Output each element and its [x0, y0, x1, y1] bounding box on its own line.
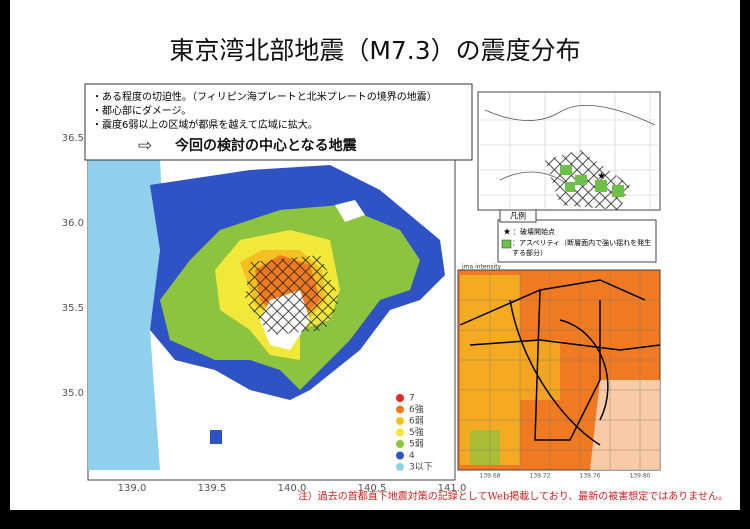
lat-label: 36.5 — [62, 133, 84, 144]
zoom-header: jma intensity — [461, 264, 502, 271]
bullet: ・震度6弱以上の区域が都県を越えて広域に拡大。 — [92, 118, 318, 131]
lat-label: 36.0 — [62, 218, 84, 229]
main-map: 36.5 36.0 35.5 35.0 139.0 139.5 140.0 140.5 141.… — [62, 133, 467, 494]
summary-box — [84, 83, 473, 161]
inset-legend-item: ：アスペリティ（断層面内で強い揺れを発生する部分） — [512, 239, 652, 257]
inset-legend — [497, 219, 657, 263]
lon-label: 141.0 — [438, 483, 467, 494]
zoom-lon-label: 139.68 — [480, 473, 501, 480]
bullet: ・ある程度の切迫性。（フィリピン海プレートと北米プレートの境界の地震） — [92, 90, 437, 103]
bullet: ・都心部にダメージ。 — [92, 104, 191, 117]
legend-label: 7 — [409, 394, 415, 404]
legend-swatch — [396, 428, 404, 437]
legend-swatch — [396, 417, 404, 425]
legend-label: 5強 — [409, 426, 424, 438]
footnote: 注）過去の首都直下地震対策の記録としてWeb掲載しており、最新の被害想定ではあり… — [298, 490, 728, 503]
legend-label: 5弱 — [409, 439, 424, 450]
fault-inset: ★ — [477, 91, 661, 211]
legend-swatch — [396, 463, 404, 471]
zoom-map: jma intensity 139.68 139.72 139.76 139.80 — [457, 264, 661, 480]
conclusion: 今回の検討の中心となる地震 — [174, 137, 358, 154]
legend-label: 6弱 — [409, 416, 424, 427]
legend-swatch — [396, 405, 404, 414]
arrow: ⇨ — [138, 136, 152, 156]
lat-label: 35.5 — [62, 303, 84, 314]
legend-swatch — [396, 394, 404, 402]
zoom-lon-label: 139.76 — [580, 473, 601, 480]
legend-label: 4 — [409, 451, 415, 461]
legend-swatch — [396, 451, 404, 460]
lon-label: 140.5 — [358, 483, 387, 494]
zoom-lon-label: 139.72 — [530, 473, 551, 480]
slide-title: 東京湾北部地震（M7.3）の震度分布 — [169, 36, 580, 65]
lon-label: 139.5 — [198, 483, 227, 494]
legend-label: 3以下 — [409, 463, 433, 473]
legend-swatch — [396, 440, 404, 448]
lon-label: 139.0 — [118, 483, 147, 494]
inset-legend-item: ：破壊開始点 — [513, 227, 555, 236]
svg-text:★: ★ — [597, 171, 606, 182]
legend-label: 6強 — [409, 403, 424, 415]
lon-label: 140.0 — [278, 483, 307, 494]
inset-legend-title: 凡例 — [510, 211, 526, 221]
zoom-lon-label: 139.80 — [630, 473, 651, 480]
lat-label: 35.0 — [62, 388, 84, 399]
star-icon: ★ — [503, 228, 511, 238]
